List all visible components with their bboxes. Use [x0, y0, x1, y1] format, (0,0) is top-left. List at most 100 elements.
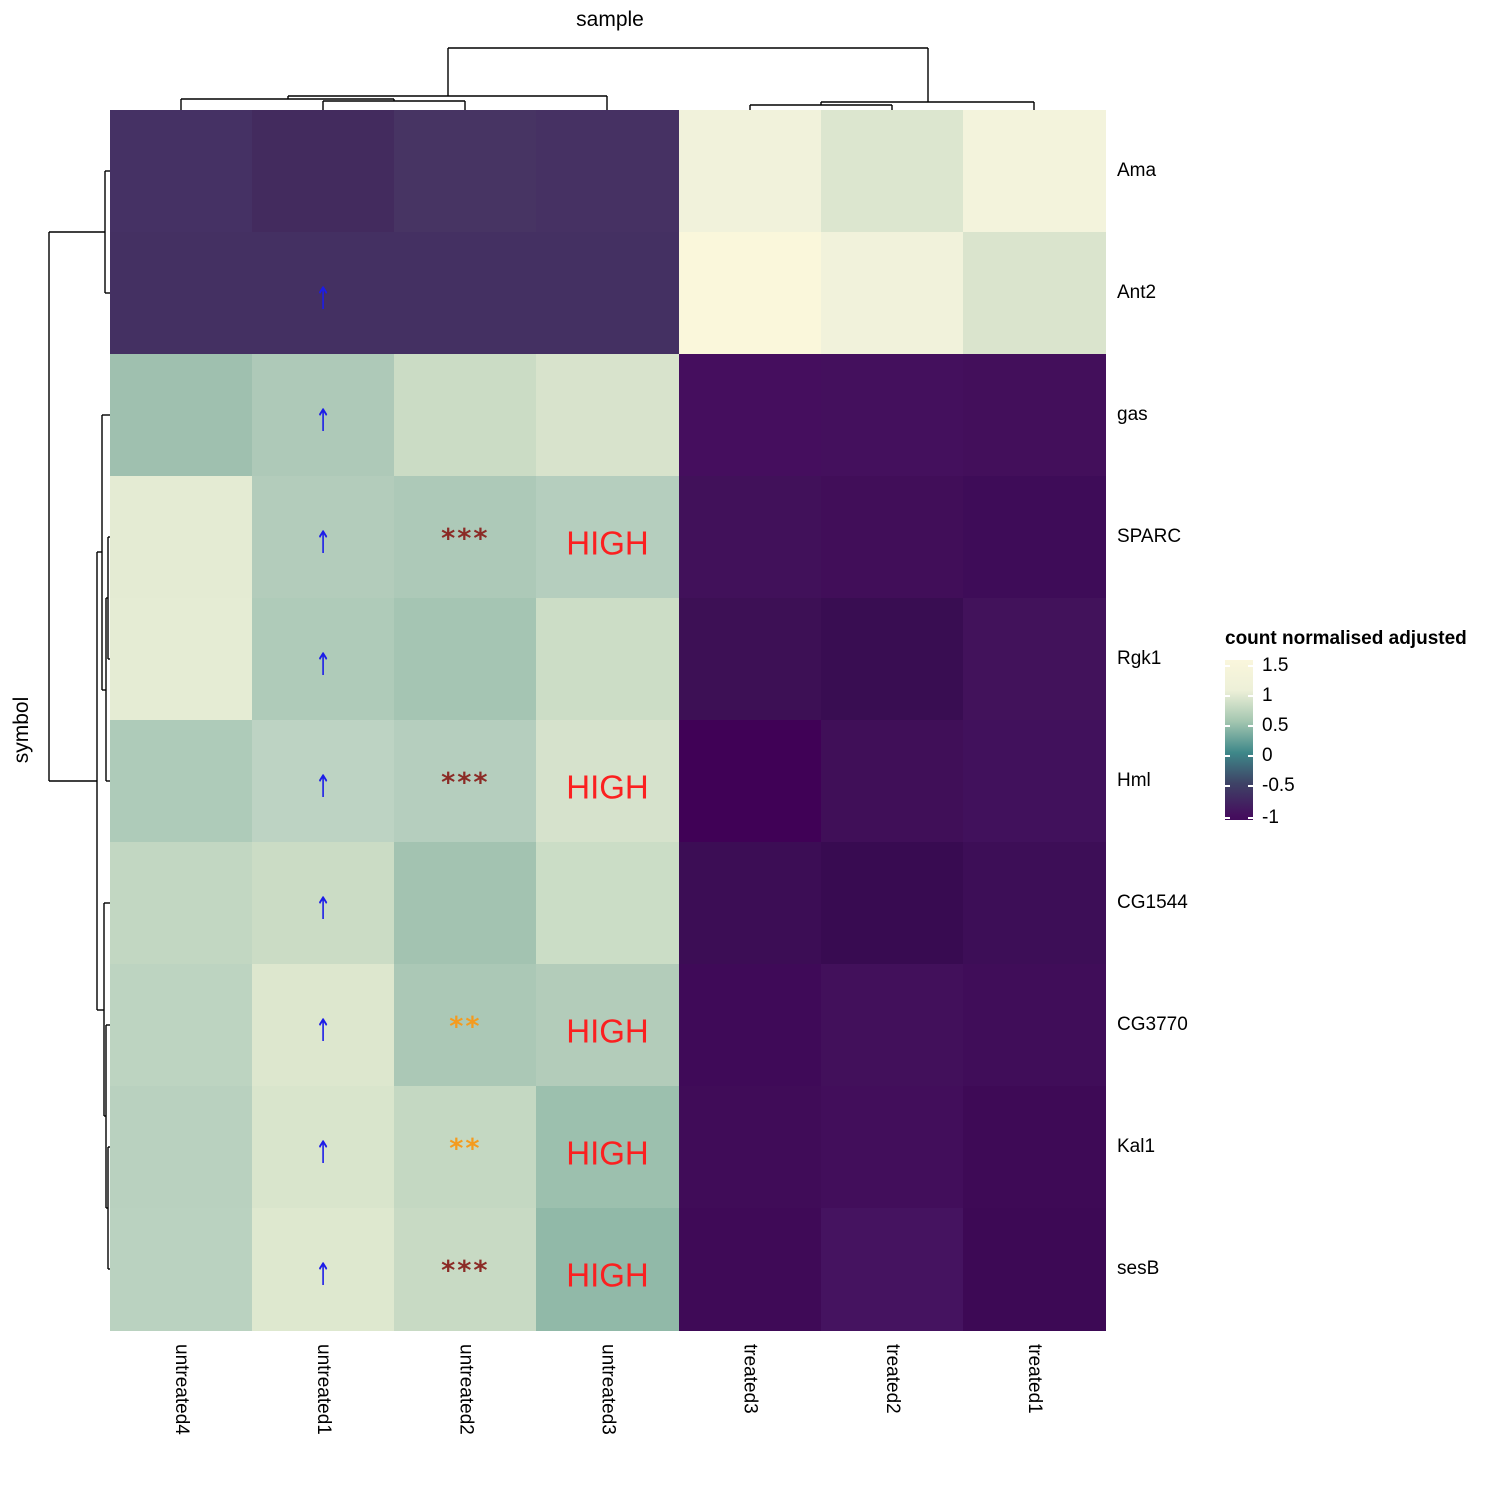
heatmap-cell-Hml-untreated2	[394, 720, 538, 843]
legend-tick-label-1: 1	[1262, 685, 1273, 706]
legend-tick-mark	[1224, 665, 1230, 667]
heatmap-cell-CG3770-treated1	[962, 964, 1106, 1087]
heatmap-cell-Rgk1-treated1	[962, 598, 1106, 721]
heatmap-cell-gas-treated2	[820, 354, 964, 477]
legend-tick-mark	[1224, 755, 1230, 757]
row-label-CG3770: CG3770	[1117, 1014, 1188, 1035]
row-label-Ama: Ama	[1117, 160, 1157, 181]
annotation-high-CG3770: HIGH	[566, 1012, 649, 1050]
annotation-high-SPARC: HIGH	[566, 524, 649, 562]
heatmap-cell-Hml-treated1	[962, 720, 1106, 843]
annotation-stars-Kal1: **	[449, 1133, 482, 1165]
annotation-arrow-sesB: ↑	[315, 1257, 332, 1293]
legend-tick-label-0: 0	[1262, 745, 1273, 766]
column-axis-title: sample	[576, 8, 644, 31]
heatmap-cell-CG1544-treated2	[820, 842, 964, 965]
heatmap-cell-SPARC-treated1	[962, 476, 1106, 599]
heatmap-cell-Kal1-untreated1	[252, 1086, 395, 1209]
heatmap-cell-SPARC-untreated2	[394, 476, 538, 599]
heatmap-cell-sesB-untreated1	[252, 1208, 395, 1331]
heatmap-cell-Hml-untreated4	[110, 720, 253, 843]
column-label-treated2: treated2	[881, 1344, 903, 1414]
heatmap-cell-CG1544-untreated1	[252, 842, 395, 965]
heatmap-cell-Kal1-untreated4	[110, 1086, 253, 1209]
row-label-Ant2: Ant2	[1117, 282, 1157, 303]
row-label-sesB: sesB	[1117, 1258, 1160, 1279]
legend-tick-mark	[1248, 755, 1254, 757]
legend-tick-label-1.5: 1.5	[1262, 655, 1289, 676]
heatmap-cell-CG1544-untreated3	[536, 842, 680, 965]
heatmap-cell-Ant2-untreated3	[536, 232, 680, 355]
legend-tick-label--1: -1	[1262, 807, 1279, 828]
column-label-untreated3: untreated3	[597, 1344, 619, 1435]
heatmap-cell-Ant2-treated2	[820, 232, 964, 355]
annotation-high-Kal1: HIGH	[566, 1134, 649, 1172]
heatmap-cell-Ant2-untreated1	[252, 232, 395, 355]
heatmap-cell-Ama-untreated3	[536, 110, 680, 233]
column-label-untreated4: untreated4	[171, 1344, 193, 1435]
heatmap-grid	[110, 110, 1106, 1331]
row-label-SPARC: SPARC	[1117, 526, 1182, 547]
heatmap-cell-CG3770-untreated4	[110, 964, 253, 1087]
heatmap-legend: count normalised adjusted 1.5 1 0.5 0 -0.5 -1	[1224, 628, 1467, 828]
annotation-arrow-Hml: ↑	[315, 769, 332, 805]
annotation-arrow-Ant2: ↑	[315, 281, 332, 317]
legend-tick-mark	[1248, 725, 1254, 727]
legend-title: count normalised adjusted	[1225, 628, 1467, 649]
heatmap-cell-gas-untreated1	[252, 354, 395, 477]
heatmap-cell-Kal1-treated3	[678, 1086, 822, 1209]
row-label-gas: gas	[1117, 404, 1148, 425]
heatmap-cell-Rgk1-untreated4	[110, 598, 253, 721]
annotation-high-sesB: HIGH	[566, 1256, 649, 1294]
heatmap-cell-CG1544-untreated4	[110, 842, 253, 965]
heatmap-cell-Hml-treated3	[678, 720, 822, 843]
heatmap-cell-gas-treated1	[962, 354, 1106, 477]
heatmap-cell-sesB-untreated2	[394, 1208, 538, 1331]
heatmap-cell-CG3770-treated2	[820, 964, 964, 1087]
column-label-treated3: treated3	[739, 1344, 761, 1414]
heatmap-cell-Hml-untreated1	[252, 720, 395, 843]
heatmap-cell-Rgk1-untreated1	[252, 598, 395, 721]
row-label-Rgk1: Rgk1	[1117, 648, 1162, 669]
heatmap-cell-Ama-treated1	[962, 110, 1106, 233]
heatmap-cell-CG3770-untreated2	[394, 964, 538, 1087]
heatmap-cell-Ant2-untreated4	[110, 232, 253, 355]
heatmap-cell-Hml-treated2	[820, 720, 964, 843]
heatmap-cell-SPARC-untreated3	[536, 476, 680, 599]
legend-tick-label-0.5: 0.5	[1262, 715, 1289, 736]
legend-tick-mark	[1224, 695, 1230, 697]
annotation-high-Hml: HIGH	[566, 768, 649, 806]
heatmap-cell-sesB-untreated3	[536, 1208, 680, 1331]
heatmap-cell-gas-untreated3	[536, 354, 680, 477]
heatmap-cell-SPARC-treated2	[820, 476, 964, 599]
heatmap-cell-CG3770-untreated1	[252, 964, 395, 1087]
heatmap-cell-Kal1-untreated3	[536, 1086, 680, 1209]
annotation-arrow-Rgk1: ↑	[315, 647, 332, 683]
row-label-CG1544: CG1544	[1117, 892, 1188, 913]
heatmap-cell-gas-untreated4	[110, 354, 253, 477]
heatmap-cell-Ama-untreated1	[252, 110, 395, 233]
heatmap-cell-Hml-untreated3	[536, 720, 680, 843]
annotation-stars-sesB: ***	[441, 1255, 490, 1287]
heatmap-cell-Ant2-treated1	[962, 232, 1106, 355]
heatmap-cell-sesB-treated3	[678, 1208, 822, 1331]
heatmap-cell-CG1544-treated3	[678, 842, 822, 965]
heatmap-cell-CG3770-untreated3	[536, 964, 680, 1087]
annotation-arrow-Kal1: ↑	[315, 1135, 332, 1171]
annotation-stars-SPARC: ***	[441, 523, 490, 555]
legend-tick-mark	[1248, 665, 1254, 667]
annotation-stars-Hml: ***	[441, 767, 490, 799]
legend-tick-label--0.5: -0.5	[1262, 775, 1295, 796]
annotation-arrow-CG1544: ↑	[315, 891, 332, 927]
heatmap-cell-Rgk1-untreated2	[394, 598, 538, 721]
heatmap-cell-SPARC-untreated1	[252, 476, 395, 599]
legend-tick-mark	[1248, 785, 1254, 787]
column-label-untreated1: untreated1	[313, 1344, 335, 1435]
heatmap-cell-Kal1-treated2	[820, 1086, 964, 1209]
row-axis-title: symbol	[10, 696, 33, 764]
annotation-stars-CG3770: **	[449, 1011, 482, 1043]
annotation-arrow-SPARC: ↑	[315, 525, 332, 561]
heatmap-cell-Rgk1-treated3	[678, 598, 822, 721]
heatmap-cell-Kal1-untreated2	[394, 1086, 538, 1209]
